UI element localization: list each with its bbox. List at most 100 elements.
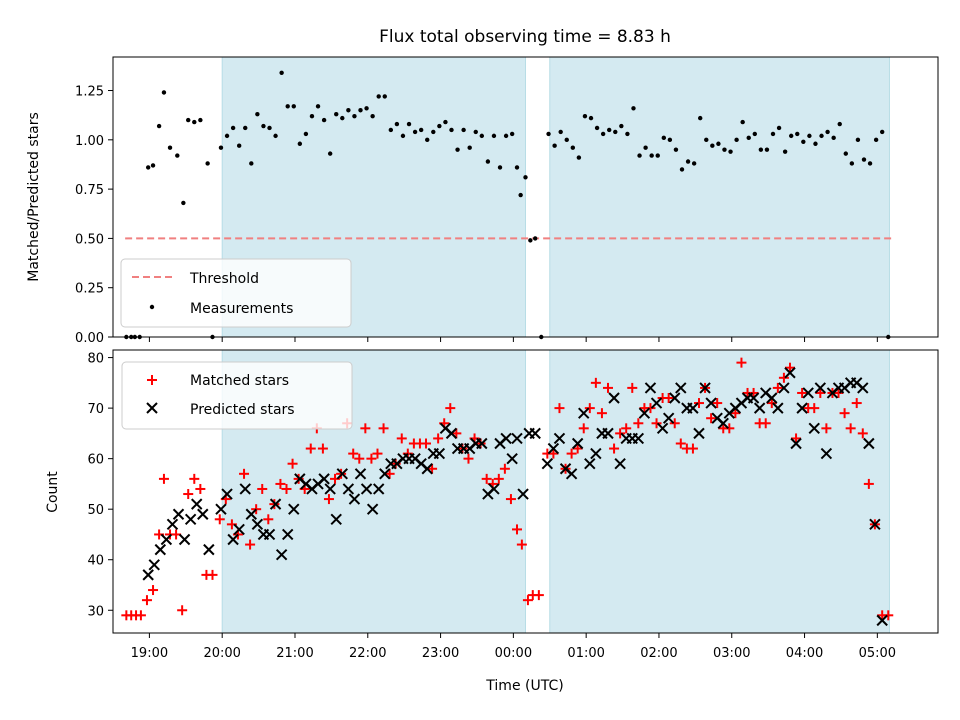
- predicted-star-point: [650, 397, 663, 409]
- matched-star-point: [451, 428, 462, 439]
- predicted-star-point: [148, 559, 160, 571]
- predicted-star-point: [511, 432, 523, 445]
- bottom-x-tick-label: 01:00: [567, 646, 604, 661]
- predicted-x-b: [166, 518, 179, 531]
- matched-star-point: [427, 463, 438, 474]
- predicted-x-b: [245, 508, 258, 520]
- measurement-point: [533, 236, 538, 241]
- matched-star-point: [883, 610, 894, 621]
- predicted-x-b: [415, 457, 427, 470]
- predicted-star-point: [324, 483, 336, 495]
- measurement-point: [849, 161, 855, 166]
- measurement-point: [752, 131, 758, 137]
- predicted-x-b: [578, 407, 590, 419]
- matched-star-point: [590, 377, 601, 388]
- legend-predicted-swatch: [146, 402, 158, 414]
- top-y-tick-label: 0.00: [75, 331, 104, 346]
- matched-star-point: [354, 453, 365, 464]
- matched-star-point: [281, 483, 292, 494]
- measurement-point: [340, 115, 345, 121]
- matched-star-point: [158, 473, 169, 484]
- measurement-point: [285, 104, 290, 109]
- bottom-y-tick-label: 30: [87, 604, 104, 619]
- predicted-star-point: [366, 503, 379, 515]
- predicted-star-point: [178, 533, 191, 546]
- measurement-point: [801, 139, 806, 144]
- predicted-x-b: [650, 397, 663, 409]
- matched-star-point: [548, 448, 559, 459]
- top-panel: 0.00 0.25 0.50 0.75 1.00 1.25 Matched/Predict…: [26, 56, 939, 346]
- matched-star-point: [851, 398, 862, 409]
- predicted-star-point: [876, 614, 888, 627]
- predicted-x-b: [802, 387, 814, 399]
- matched-star-point: [433, 433, 444, 444]
- measurement-point: [594, 125, 600, 131]
- predicted-star-point: [766, 392, 778, 404]
- legend-predicted-label: Predicted stars: [190, 402, 295, 418]
- measurement-point: [473, 129, 478, 135]
- matched-star-point: [748, 387, 759, 398]
- measurement-point: [855, 137, 861, 143]
- measurement-point: [514, 165, 520, 170]
- matched-star-point: [724, 423, 735, 434]
- predicted-x-b: [439, 422, 452, 435]
- measurement-point: [394, 121, 400, 127]
- predicted-x-b: [215, 503, 227, 515]
- top-shaded-regions: [221, 56, 890, 338]
- predicted-x-b: [796, 402, 808, 414]
- measurement-point: [558, 129, 563, 135]
- predicted-x-b: [705, 397, 717, 409]
- measurement-point: [156, 123, 162, 129]
- matched-star-point: [378, 423, 389, 434]
- bottom-x-tick-label: 19:00: [131, 646, 168, 661]
- measurement-point: [192, 119, 197, 125]
- top-legend: Threshold Measurements: [120, 258, 352, 328]
- measurement-point: [400, 133, 406, 139]
- predicted-x-b: [354, 468, 367, 480]
- measurement-point: [267, 125, 272, 131]
- predicted-star-point: [529, 427, 541, 440]
- top-y-tick-label: 1.25: [75, 85, 104, 100]
- predicted-x-b: [632, 432, 645, 445]
- measurement-point: [236, 143, 242, 148]
- matched-star-point: [305, 443, 316, 454]
- measurement-point: [831, 135, 836, 141]
- predicted-x-b: [541, 457, 554, 470]
- predicted-x-b: [488, 483, 500, 495]
- measurement-point: [679, 167, 685, 172]
- measurement-point: [425, 137, 430, 143]
- measurement-point: [843, 151, 848, 156]
- legend-matched-swatch: [147, 375, 157, 385]
- predicted-x-b: [191, 498, 203, 510]
- measurement-point: [437, 123, 442, 129]
- measurement-point: [364, 106, 369, 111]
- measurement-point: [145, 165, 151, 170]
- predicted-x-b: [445, 427, 458, 440]
- measurement-point: [467, 145, 472, 150]
- predicted-star-point: [433, 447, 446, 460]
- matched-star-point: [784, 362, 795, 373]
- legend-measurements-swatch: [149, 304, 155, 310]
- measurement-point: [327, 151, 333, 156]
- predicted-x-b: [366, 503, 379, 515]
- matched-star-point: [675, 438, 686, 449]
- predicted-star-point: [154, 543, 167, 556]
- predicted-x-b: [547, 442, 560, 455]
- predicted-x-b: [814, 382, 827, 394]
- matched-star-point: [815, 387, 826, 398]
- matched-star-point: [863, 478, 874, 489]
- matched-star-point: [584, 403, 595, 414]
- matched-star-point: [207, 569, 218, 580]
- predicted-star-point: [687, 402, 699, 414]
- predicted-star-point: [644, 382, 657, 394]
- predicted-star-point: [476, 437, 488, 450]
- predicted-x-b: [717, 417, 729, 429]
- matched-star-point: [712, 398, 723, 409]
- matched-star-point: [706, 413, 717, 424]
- bottom-x-tick-label: 05:00: [859, 646, 896, 661]
- predicted-x-b: [693, 427, 705, 440]
- predicted-star-point: [541, 457, 554, 470]
- measurement-point: [303, 131, 309, 137]
- predicted-star-point: [790, 437, 802, 450]
- predicted-star-point: [796, 402, 808, 414]
